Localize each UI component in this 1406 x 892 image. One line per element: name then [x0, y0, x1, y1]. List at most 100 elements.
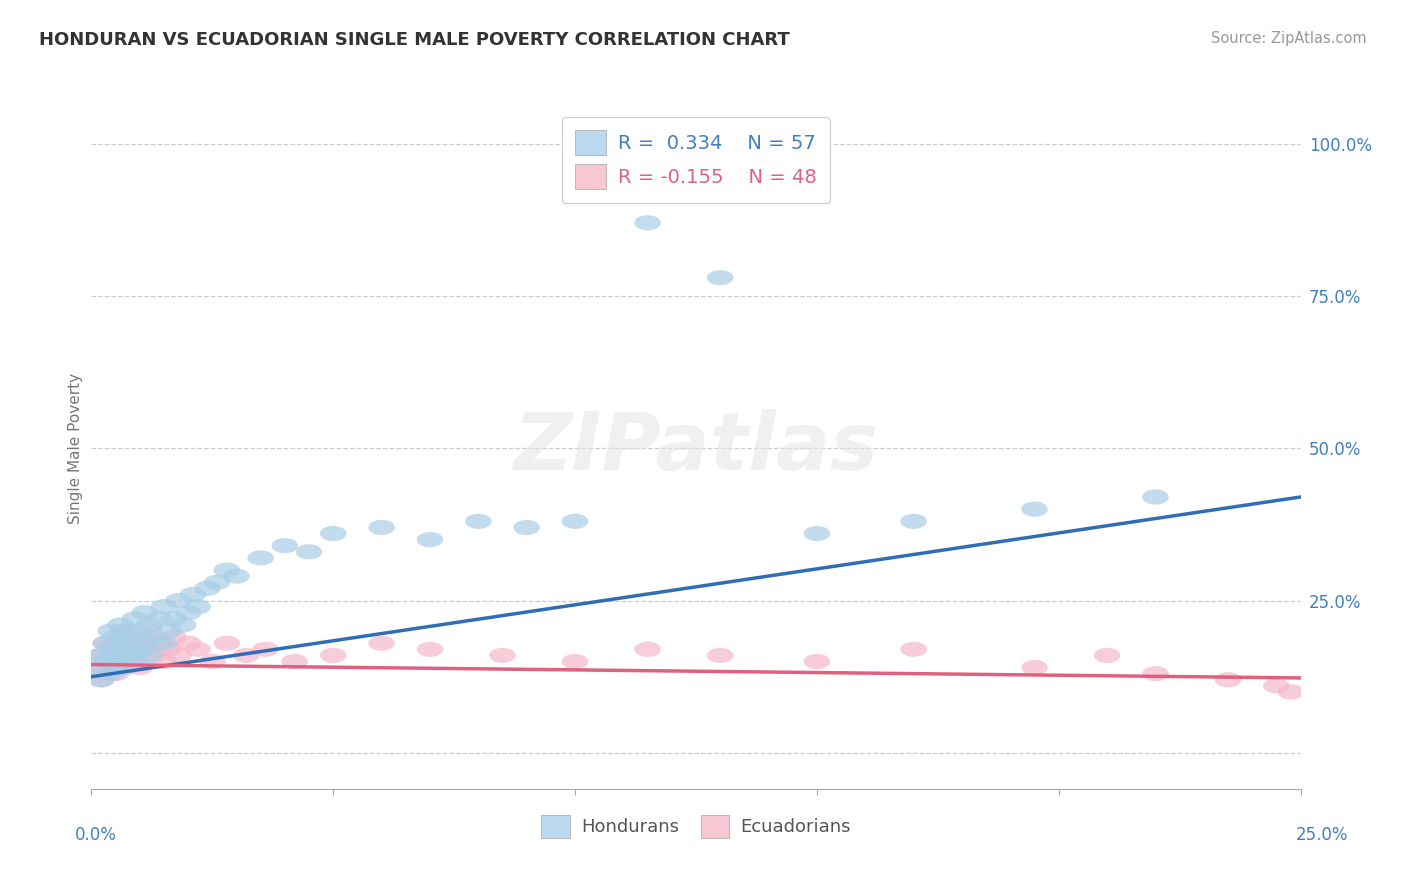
Ellipse shape [368, 520, 395, 535]
Ellipse shape [160, 630, 187, 645]
Text: Source: ZipAtlas.com: Source: ZipAtlas.com [1211, 31, 1367, 46]
Ellipse shape [271, 538, 298, 553]
Ellipse shape [117, 636, 143, 651]
Ellipse shape [562, 514, 588, 529]
Ellipse shape [1142, 490, 1168, 505]
Ellipse shape [804, 526, 830, 541]
Ellipse shape [122, 611, 148, 626]
Ellipse shape [131, 636, 157, 651]
Ellipse shape [165, 648, 191, 663]
Ellipse shape [103, 648, 129, 663]
Ellipse shape [131, 605, 157, 620]
Ellipse shape [93, 636, 120, 651]
Text: 0.0%: 0.0% [75, 826, 117, 844]
Ellipse shape [295, 544, 322, 559]
Ellipse shape [174, 636, 201, 651]
Ellipse shape [107, 617, 134, 632]
Ellipse shape [127, 641, 153, 657]
Ellipse shape [1263, 678, 1289, 693]
Ellipse shape [97, 641, 124, 657]
Ellipse shape [103, 648, 129, 663]
Ellipse shape [707, 270, 734, 285]
Ellipse shape [160, 611, 187, 626]
Text: HONDURAN VS ECUADORIAN SINGLE MALE POVERTY CORRELATION CHART: HONDURAN VS ECUADORIAN SINGLE MALE POVER… [39, 31, 790, 49]
Ellipse shape [103, 660, 129, 675]
Ellipse shape [281, 654, 308, 669]
Ellipse shape [170, 617, 197, 632]
Legend: Hondurans, Ecuadorians: Hondurans, Ecuadorians [534, 807, 858, 846]
Ellipse shape [416, 532, 443, 547]
Ellipse shape [204, 574, 231, 590]
Ellipse shape [156, 641, 183, 657]
Ellipse shape [247, 550, 274, 566]
Ellipse shape [97, 624, 124, 639]
Ellipse shape [117, 630, 143, 645]
Ellipse shape [93, 654, 120, 669]
Ellipse shape [1021, 660, 1047, 675]
Ellipse shape [93, 636, 120, 651]
Ellipse shape [127, 660, 153, 675]
Ellipse shape [156, 624, 183, 639]
Ellipse shape [321, 648, 346, 663]
Ellipse shape [214, 563, 240, 578]
Ellipse shape [93, 660, 120, 675]
Ellipse shape [122, 654, 148, 669]
Ellipse shape [117, 648, 143, 663]
Ellipse shape [707, 648, 734, 663]
Ellipse shape [112, 641, 139, 657]
Ellipse shape [107, 636, 134, 651]
Ellipse shape [97, 666, 124, 681]
Ellipse shape [127, 624, 153, 639]
Ellipse shape [224, 568, 250, 583]
Ellipse shape [194, 581, 221, 596]
Ellipse shape [214, 636, 240, 651]
Ellipse shape [136, 648, 163, 663]
Ellipse shape [97, 654, 124, 669]
Ellipse shape [107, 654, 134, 669]
Ellipse shape [112, 624, 139, 639]
Ellipse shape [87, 648, 114, 663]
Ellipse shape [634, 641, 661, 657]
Ellipse shape [136, 624, 163, 639]
Ellipse shape [127, 630, 153, 645]
Ellipse shape [174, 605, 201, 620]
Ellipse shape [122, 648, 148, 663]
Ellipse shape [489, 648, 516, 663]
Ellipse shape [1142, 666, 1168, 681]
Ellipse shape [103, 666, 129, 681]
Text: ZIPatlas: ZIPatlas [513, 409, 879, 487]
Ellipse shape [141, 648, 167, 663]
Ellipse shape [87, 648, 114, 663]
Ellipse shape [165, 593, 191, 608]
Ellipse shape [416, 641, 443, 657]
Ellipse shape [1094, 648, 1121, 663]
Ellipse shape [184, 599, 211, 615]
Ellipse shape [150, 654, 177, 669]
Ellipse shape [233, 648, 260, 663]
Ellipse shape [368, 636, 395, 651]
Ellipse shape [112, 641, 139, 657]
Ellipse shape [562, 654, 588, 669]
Ellipse shape [200, 654, 225, 669]
Y-axis label: Single Male Poverty: Single Male Poverty [67, 373, 83, 524]
Ellipse shape [184, 641, 211, 657]
Ellipse shape [252, 641, 278, 657]
Ellipse shape [634, 215, 661, 230]
Ellipse shape [131, 641, 157, 657]
Ellipse shape [150, 636, 177, 651]
Ellipse shape [136, 617, 163, 632]
Ellipse shape [150, 599, 177, 615]
Ellipse shape [1215, 673, 1241, 688]
Ellipse shape [107, 660, 134, 675]
Ellipse shape [87, 673, 114, 688]
Ellipse shape [83, 660, 110, 675]
Ellipse shape [180, 587, 207, 602]
Ellipse shape [513, 520, 540, 535]
Ellipse shape [83, 666, 110, 681]
Ellipse shape [804, 654, 830, 669]
Ellipse shape [146, 611, 173, 626]
Text: 25.0%: 25.0% [1295, 826, 1348, 844]
Ellipse shape [1278, 684, 1305, 699]
Ellipse shape [97, 641, 124, 657]
Ellipse shape [321, 526, 346, 541]
